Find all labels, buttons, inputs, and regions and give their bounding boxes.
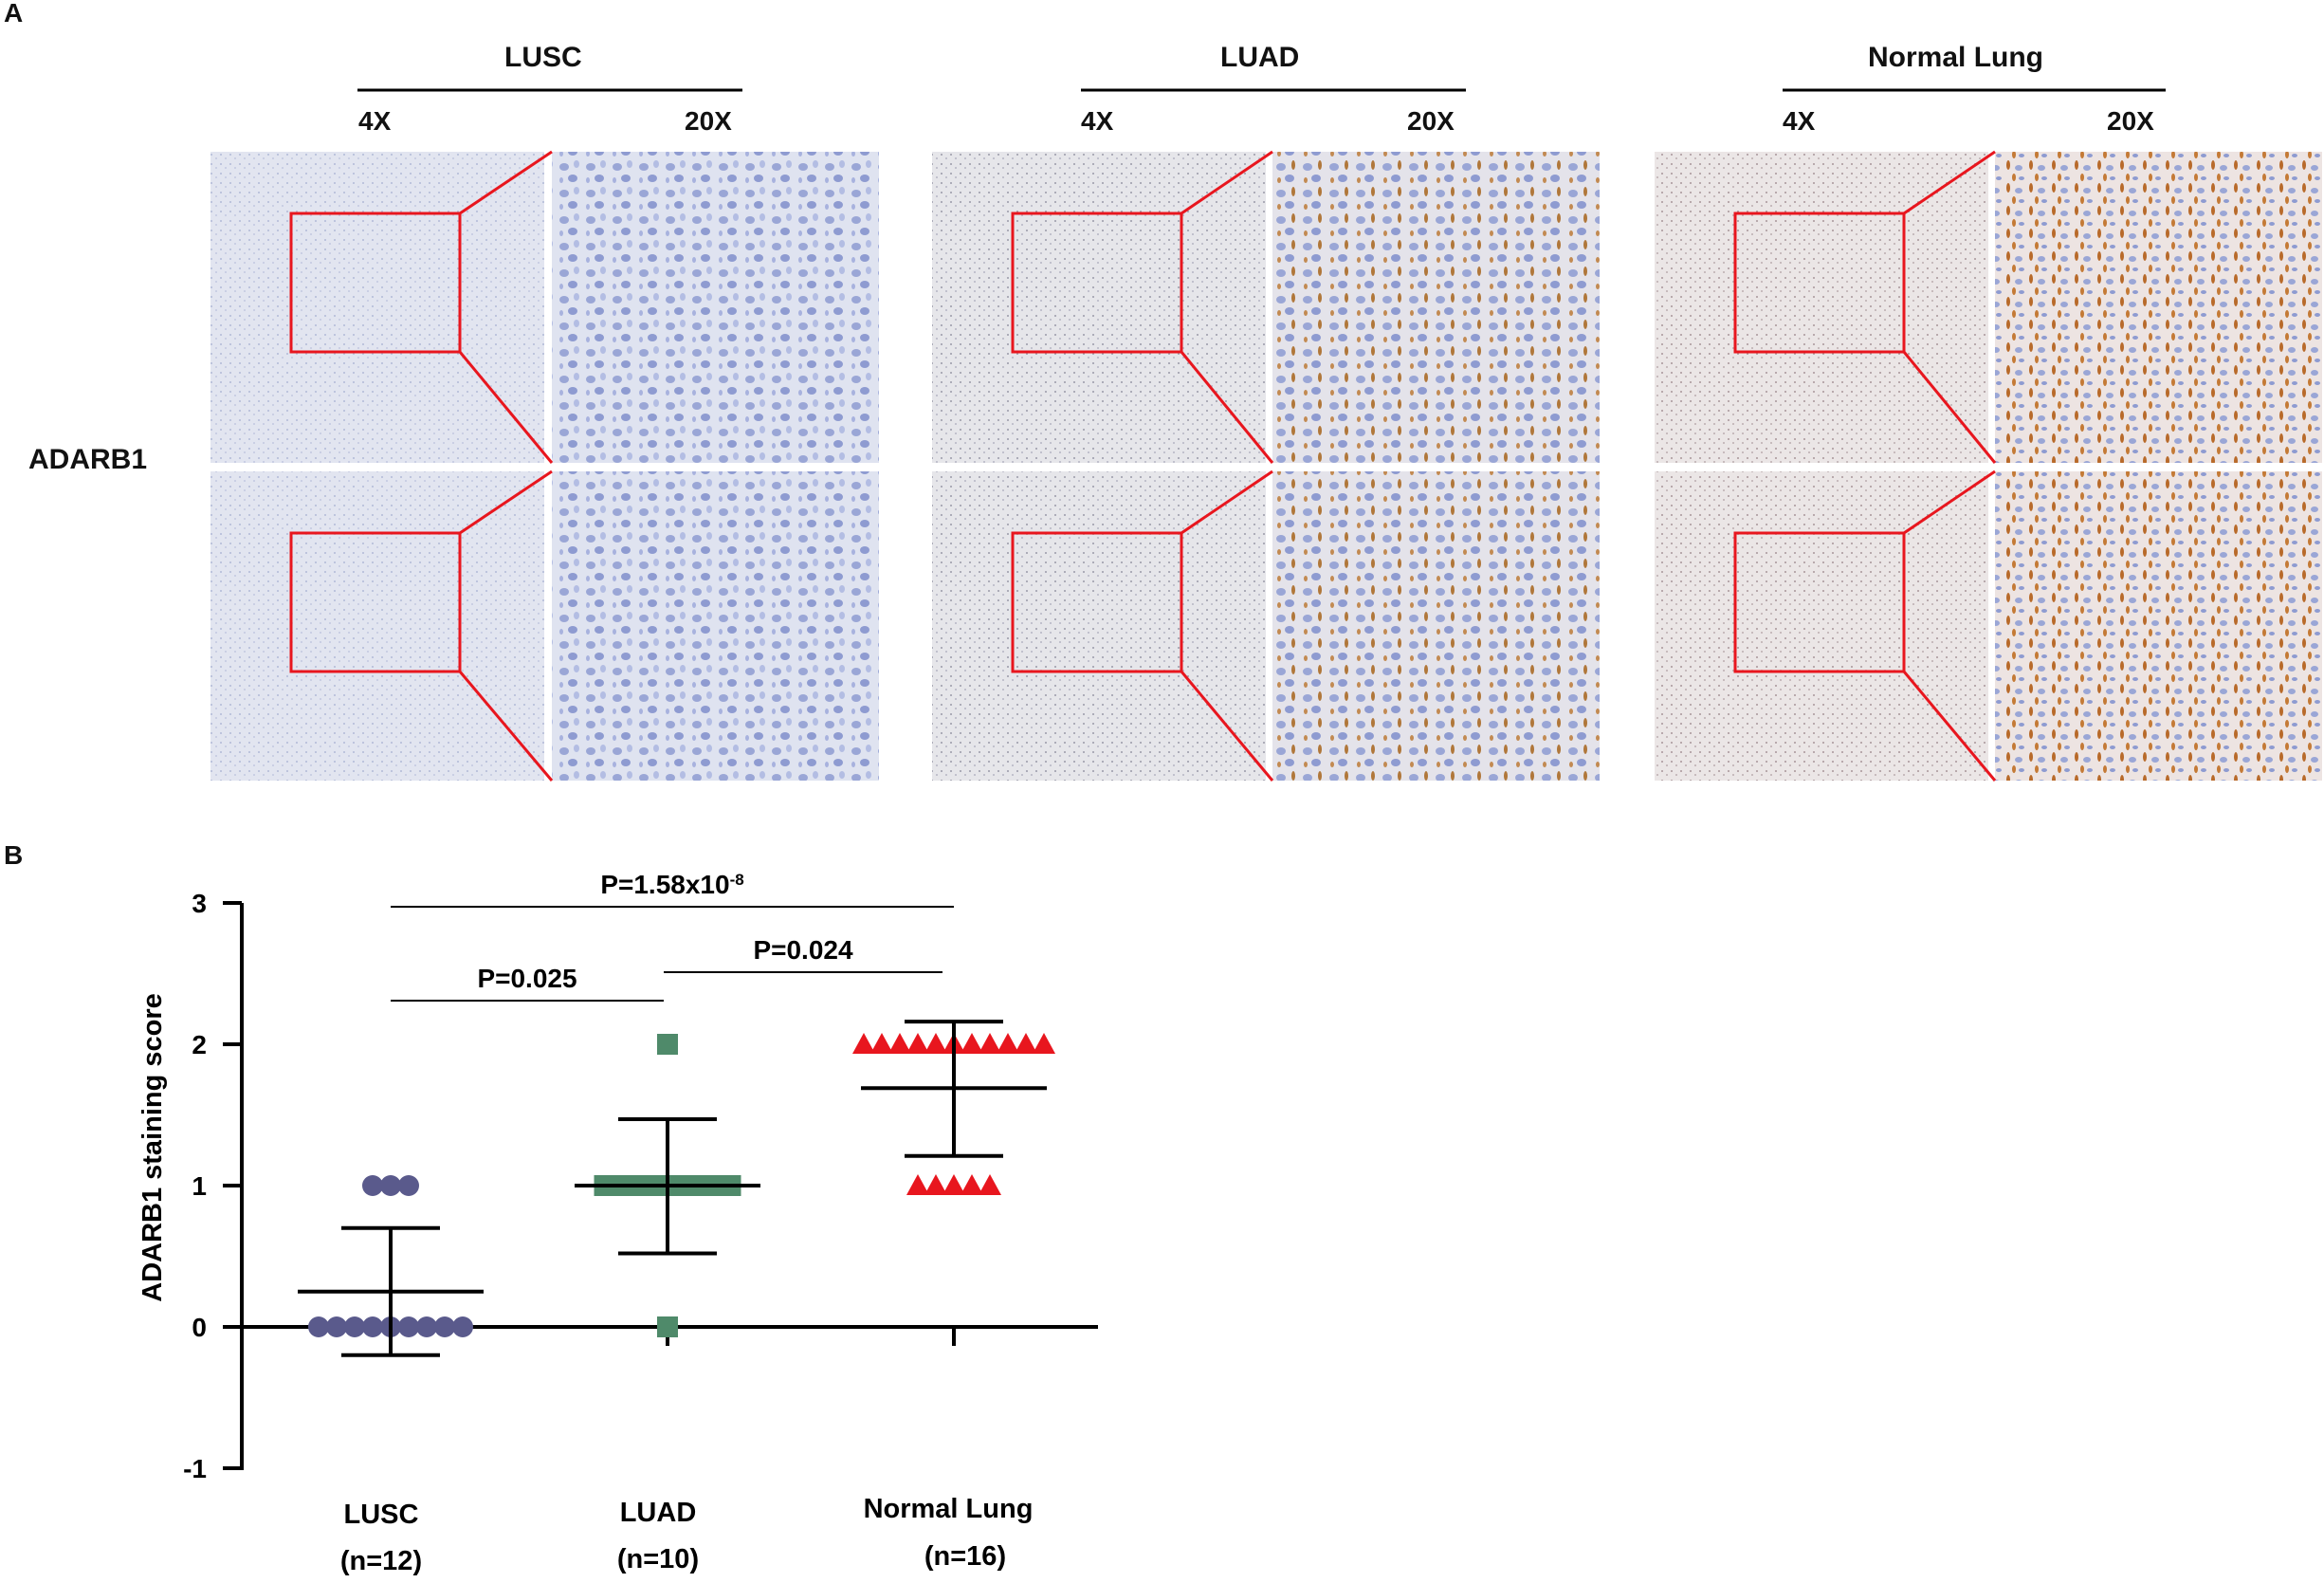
scatter-chart: -1 0 1 2 3 ADARB1 staining score P=1.58x10-8…: [137, 870, 1098, 1576]
zoom-connector: [1902, 351, 1997, 464]
data-point-normal-lung: [888, 1033, 911, 1054]
zoom-box: [289, 531, 462, 673]
x-category-n-label: (n=12): [340, 1546, 422, 1576]
group-header-lusc: LUSC: [504, 42, 582, 73]
micrograph-4x: [210, 471, 544, 781]
data-point-lusc: [398, 1316, 419, 1337]
data-point-lusc: [452, 1316, 473, 1337]
group-header-luad: LUAD: [1220, 42, 1300, 73]
data-point-normal-lung: [979, 1174, 1001, 1195]
y-tick-label: 3: [192, 889, 207, 918]
data-point-lusc: [362, 1316, 383, 1337]
zoom-connector: [1903, 150, 1996, 215]
zoom-box: [1011, 212, 1183, 354]
data-point-lusc: [344, 1316, 365, 1337]
y-axis-label: ADARB1 staining score: [137, 993, 168, 1302]
data-point-lusc: [362, 1175, 383, 1196]
micrograph-4x: [1655, 152, 1988, 463]
data-point-luad: [657, 1034, 678, 1055]
data-point-normal-lung: [979, 1033, 1001, 1054]
y-tick-label: 0: [192, 1313, 207, 1342]
data-point-normal-lung: [1033, 1033, 1055, 1054]
zoom-connector: [1180, 351, 1274, 464]
y-tick-label: -1: [183, 1454, 207, 1483]
zoom-connector: [1180, 469, 1273, 535]
data-point-normal-lung: [870, 1033, 893, 1054]
data-point-normal-lung: [906, 1174, 929, 1195]
data-point-normal-lung: [961, 1174, 983, 1195]
data-point-normal-lung: [906, 1033, 929, 1054]
data-point-normal-lung: [961, 1033, 983, 1054]
x-category-label: LUSC: [344, 1500, 419, 1530]
micrograph-grid: [210, 88, 2322, 782]
zoom-box: [1011, 531, 1183, 673]
zoom-box: [1733, 212, 1906, 354]
data-point-lusc: [326, 1316, 347, 1337]
data-point-lusc: [308, 1316, 329, 1337]
data-point-normal-lung: [852, 1033, 875, 1054]
panel-a: A ADARB1: [4, 0, 2322, 782]
micrograph-20x: [1995, 471, 2322, 781]
mag-label-normal-20x: 20X: [2107, 106, 2154, 136]
micrograph-20x: [1272, 471, 1600, 781]
zoom-connector: [458, 351, 554, 464]
y-tick-label: 1: [192, 1171, 207, 1201]
zoom-connector: [1180, 671, 1274, 782]
mag-label-luad-4x: 4X: [1081, 106, 1114, 136]
p-value-label: P=0.024: [753, 935, 853, 965]
data-point-lusc: [380, 1175, 401, 1196]
mag-label-lusc-20x: 20X: [685, 106, 732, 136]
zoom-connector: [1902, 671, 1997, 782]
p-value-label: P=0.025: [477, 964, 576, 993]
data-point-lusc: [434, 1316, 455, 1337]
p-value-label: P=1.58x10-8: [600, 870, 743, 899]
data-point-normal-lung: [924, 1174, 947, 1195]
panel-a-letter: A: [4, 0, 24, 28]
mag-label-normal-4x: 4X: [1783, 106, 1816, 136]
zoom-connector: [1903, 469, 1996, 535]
data-point-normal-lung: [1015, 1033, 1037, 1054]
panel-b: B -1 0 1 2 3 ADARB1 staining score P=1.58x10…: [0, 835, 1233, 1583]
data-point-normal-lung: [924, 1033, 947, 1054]
group-header-normal-lung: Normal Lung: [1868, 42, 2043, 73]
micrograph-20x: [552, 152, 879, 463]
x-category-n-label: (n=16): [924, 1541, 1006, 1572]
micrograph-4x: [210, 152, 544, 463]
micrograph-4x: [932, 152, 1266, 463]
zoom-box: [1733, 531, 1906, 673]
x-category-n-label: (n=10): [617, 1544, 699, 1574]
panel-b-letter: B: [4, 840, 24, 870]
zoom-connector: [459, 469, 553, 535]
micrograph-4x: [932, 471, 1266, 781]
data-point-luad: [657, 1316, 678, 1337]
mag-label-lusc-4x: 4X: [358, 106, 392, 136]
zoom-connector: [459, 150, 553, 215]
zoom-connector: [458, 671, 554, 782]
x-category-label: LUAD: [620, 1498, 697, 1528]
micrograph-4x: [1655, 471, 1988, 781]
micrograph-20x: [552, 471, 879, 781]
zoom-box: [289, 212, 462, 354]
data-point-normal-lung: [942, 1174, 965, 1195]
x-category-label: Normal Lung: [864, 1494, 1034, 1524]
p-value-exponent: -8: [730, 871, 744, 889]
data-point-lusc: [398, 1175, 419, 1196]
data-point-lusc: [416, 1316, 437, 1337]
zoom-connector: [1180, 150, 1273, 215]
micrograph-20x: [1995, 152, 2322, 463]
data-point-normal-lung: [997, 1033, 1019, 1054]
row-label: ADARB1: [28, 444, 148, 475]
micrograph-20x: [1272, 152, 1600, 463]
y-tick-label: 2: [192, 1030, 207, 1059]
mag-label-luad-20x: 20X: [1407, 106, 1455, 136]
